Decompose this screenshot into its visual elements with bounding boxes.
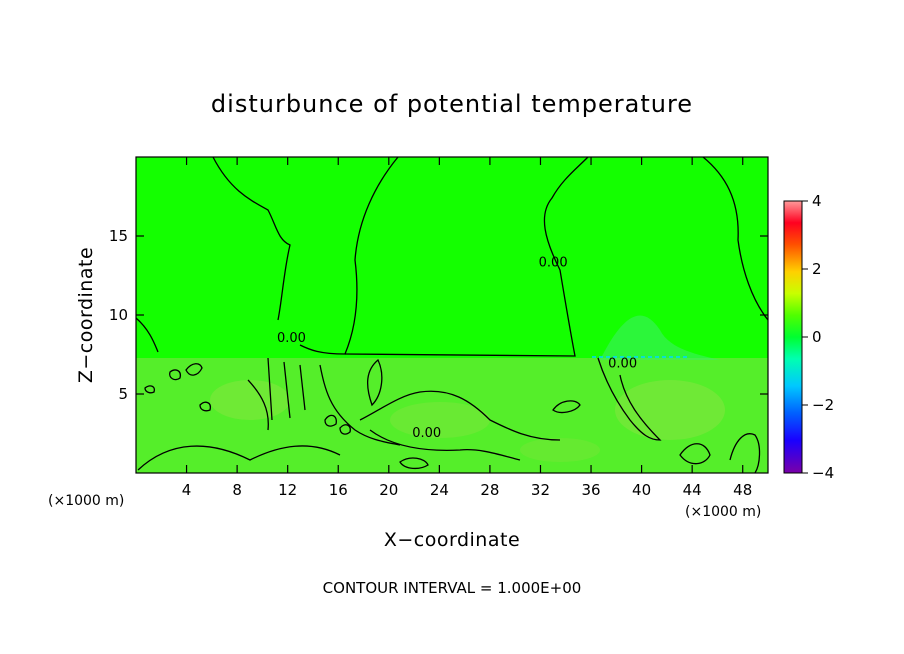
contour-line: [597, 357, 662, 441]
y-axis: 5 10 15: [109, 227, 768, 403]
colorbar-tick-label: 2: [812, 260, 822, 278]
contour-line: [212, 156, 291, 321]
contour-line: [324, 414, 337, 427]
y-tick-label: 10: [109, 306, 128, 324]
x-tick-label: 24: [430, 481, 449, 499]
contour-line: [729, 433, 761, 474]
x-tick-label: 12: [278, 481, 297, 499]
x-tick-label: 48: [733, 481, 752, 499]
contour-label: 0.00: [608, 356, 637, 371]
contour-line: [135, 317, 159, 353]
x-tick-label: 20: [379, 481, 398, 499]
x-tick-label: 4: [182, 481, 192, 499]
warm-patch-2: [390, 402, 490, 438]
x-tick-label: 28: [480, 481, 499, 499]
contour-line: [185, 363, 203, 376]
contour-line: [137, 445, 341, 471]
contour-line: [359, 390, 561, 441]
x-tick-label: 40: [632, 481, 651, 499]
x-tick-label: 44: [683, 481, 702, 499]
warm-patch-1: [210, 380, 290, 420]
contour-line: [267, 357, 306, 421]
contour-line: [552, 400, 581, 414]
contour-interval-note: CONTOUR INTERVAL = 1.000E+00: [323, 579, 582, 597]
contour-labels: 0.00 0.00 0.00 0.00: [277, 255, 637, 441]
x-axis-label: X−coordinate: [384, 529, 520, 551]
contour-line: [339, 424, 351, 435]
contour-line: [299, 156, 399, 355]
y-axis-label: Z−coordinate: [75, 247, 97, 383]
contour-label: 0.00: [412, 426, 441, 441]
x-unit-right: (×1000 m): [685, 504, 761, 520]
warm-patch-3: [615, 380, 725, 440]
contour-line: [399, 457, 429, 470]
field-layer: [136, 157, 768, 473]
contour-line: [199, 401, 211, 412]
y-tick-label: 5: [118, 385, 128, 403]
x-tick-label: 16: [329, 481, 348, 499]
x-tick-label: 36: [581, 481, 600, 499]
colorbar: [783, 200, 803, 474]
contour-label: 0.00: [277, 331, 306, 346]
contour-line: [144, 385, 156, 394]
contour-lines: [135, 156, 769, 474]
x-tick-label: 32: [531, 481, 550, 499]
cool-patch: [600, 315, 720, 360]
contour-line: [367, 358, 383, 407]
warm-patch-4: [520, 438, 600, 462]
x-tick-label: 8: [232, 481, 242, 499]
contour-line: [247, 379, 269, 431]
contour-line: [169, 369, 181, 381]
colorbar-tick-label: −2: [812, 396, 834, 414]
contour-label: 0.00: [539, 255, 568, 270]
y-tick-label: 15: [109, 227, 128, 245]
colorbar-tick-label: 0: [812, 328, 822, 346]
contour-line: [679, 443, 711, 465]
x-axis: 4 8 12 16 20 24 28 32 36 40 44 48: [182, 157, 752, 499]
contour-line: [702, 156, 769, 321]
colorbar-tick-label: 4: [812, 192, 822, 210]
colorbar-ticks: −4 −2 0 2 4: [802, 192, 834, 482]
contour-line: [344, 156, 589, 357]
colorbar-tick-label: −4: [812, 464, 834, 482]
contour-line: [369, 429, 521, 461]
chart-title: disturbunce of potential temperature: [211, 90, 693, 118]
contour-line: [319, 364, 401, 446]
x-unit-left: (×1000 m): [48, 493, 124, 509]
